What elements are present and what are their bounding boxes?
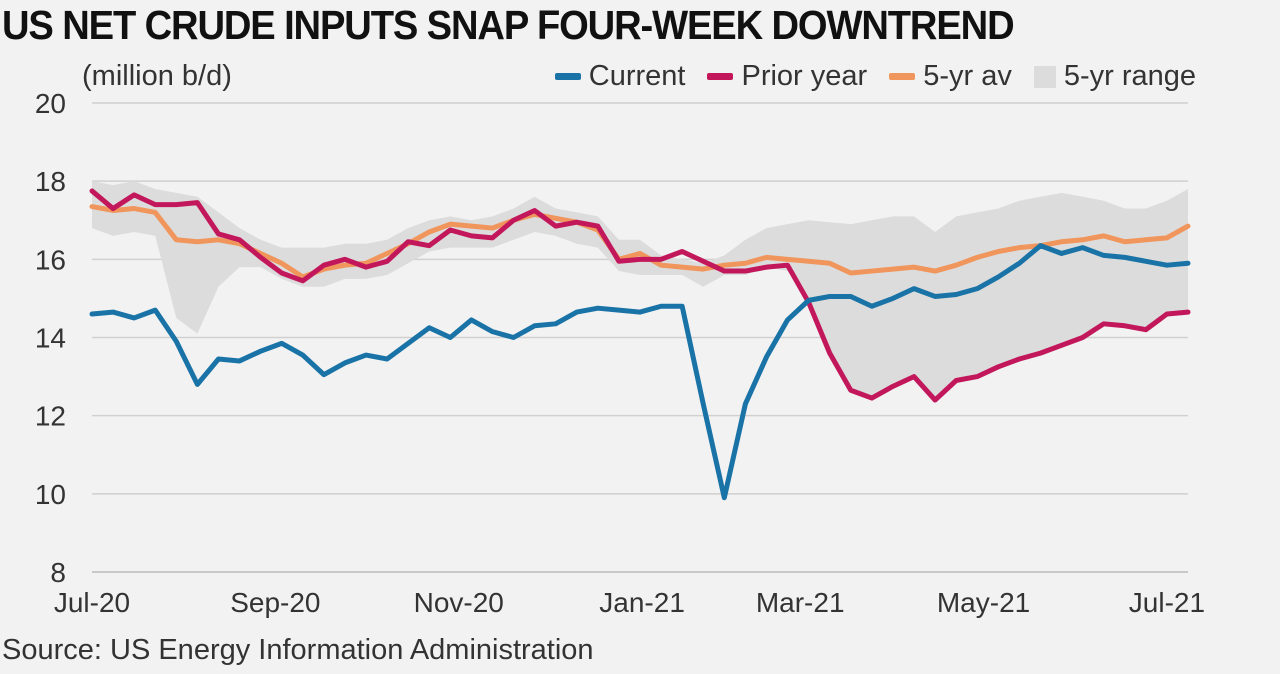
x-tick-label: Sep-20 — [230, 587, 320, 618]
x-axis-ticks: Jul-20 Sep-20 Nov-20 Jan-21 Mar-21 May-21 Jul-… — [54, 587, 1205, 618]
series-5yr-av — [89, 204, 1191, 280]
legend-swatch-avg — [889, 73, 916, 80]
legend-item-avg: 5-yr av — [889, 60, 1012, 93]
y-axis-ticks: 8 10 12 14 16 18 20 — [35, 88, 66, 588]
y-axis-unit: (million b/d) — [82, 60, 232, 92]
legend-label-range: 5-yr range — [1063, 60, 1196, 92]
y-tick-label: 20 — [35, 88, 66, 119]
x-tick-label: Jul-20 — [54, 587, 130, 618]
y-tick-label: 18 — [35, 166, 66, 197]
series-lines — [89, 188, 1191, 501]
legend-item-prior: Prior year — [707, 60, 867, 93]
y-tick-label: 12 — [35, 401, 66, 432]
legend-swatch-current — [554, 73, 581, 80]
source-note: Source: US Energy Information Administra… — [2, 634, 594, 666]
legend-label-avg: 5-yr av — [923, 60, 1012, 92]
legend-item-range: 5-yr range — [1033, 60, 1196, 93]
x-tick-label: Jul-21 — [1129, 587, 1205, 618]
legend-swatch-range — [1033, 65, 1056, 88]
legend-label-current: Current — [588, 60, 686, 92]
x-tick-label: Mar-21 — [756, 587, 845, 618]
x-tick-label: Nov-20 — [414, 587, 504, 618]
range-band — [92, 181, 1188, 401]
chart-title: US NET CRUDE INPUTS SNAP FOUR-WEEK DOWNT… — [2, 2, 1015, 48]
legend-label-prior: Prior year — [741, 60, 868, 92]
series-current — [89, 243, 1191, 501]
y-tick-label: 14 — [35, 323, 66, 354]
x-tick-label: May-21 — [937, 587, 1030, 618]
legend-swatch-prior — [707, 73, 734, 80]
y-tick-label: 8 — [50, 557, 66, 588]
legend-item-current: Current — [554, 60, 686, 93]
legend: Current Prior year 5-yr av 5-yr range — [554, 60, 1196, 93]
y-tick-label: 16 — [35, 244, 66, 275]
y-tick-label: 10 — [35, 479, 66, 510]
x-tick-label: Jan-21 — [599, 587, 685, 618]
series-5yr-range — [92, 181, 1188, 401]
series-prior-year — [89, 188, 1191, 403]
